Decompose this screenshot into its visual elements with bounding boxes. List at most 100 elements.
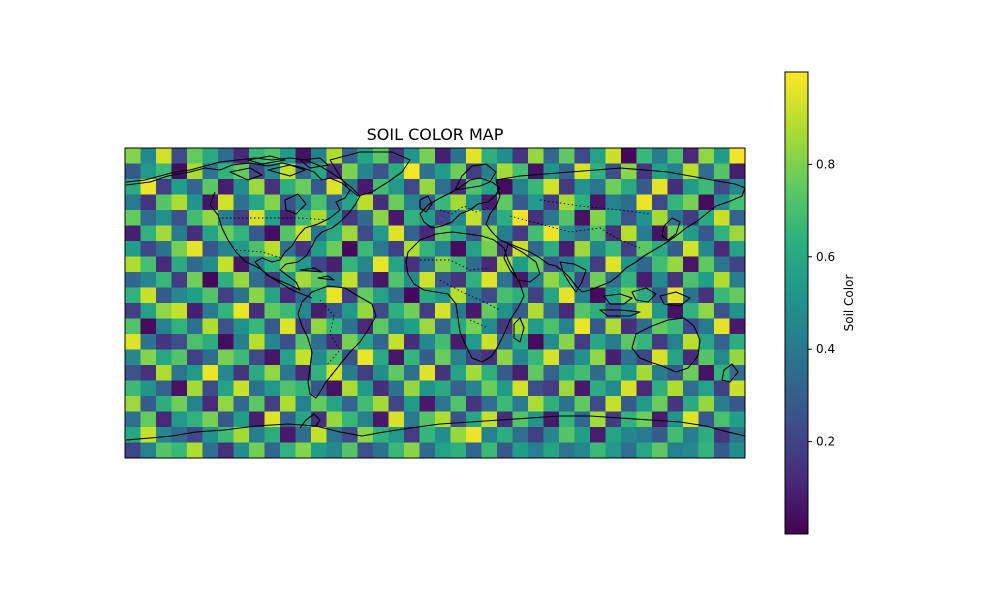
grid-cell (404, 427, 420, 443)
grid-cell (729, 241, 745, 257)
grid-cell (543, 241, 560, 257)
grid-cell (218, 380, 234, 397)
grid-cell (233, 256, 250, 273)
grid-cell (729, 303, 745, 319)
grid-cell (218, 349, 234, 366)
colorbar-tick-label: 0.2 (816, 435, 835, 449)
grid-cell (698, 225, 715, 242)
grid-cell (698, 210, 715, 226)
grid-cell (636, 287, 653, 304)
grid-cell (156, 194, 172, 211)
grid-cell (667, 303, 684, 319)
grid-cell (683, 241, 699, 257)
grid-cell (714, 303, 730, 319)
grid-cell (140, 163, 157, 180)
grid-cell (683, 334, 699, 350)
coastline-south-america (297, 285, 377, 399)
grid-cell (481, 365, 498, 381)
grid-cell (590, 194, 606, 211)
grid-cell (419, 380, 436, 397)
grid-cell (574, 287, 591, 304)
grid-cell (125, 272, 141, 288)
grid-cell (574, 427, 591, 443)
grid-cell (202, 256, 219, 273)
grid-cell (559, 442, 575, 458)
grid-cell (466, 365, 482, 381)
grid-cell (342, 334, 358, 350)
grid-cell (171, 225, 188, 242)
grid-cell (528, 411, 544, 428)
grid-cell (280, 318, 296, 335)
grid-cell (373, 241, 389, 257)
grid-cell (233, 303, 250, 319)
grid-cell (357, 179, 374, 195)
grid-cell (373, 287, 389, 304)
grid-cell (590, 210, 606, 226)
grid-cell (481, 380, 498, 397)
grid-cell (202, 225, 219, 242)
grid-cell (373, 349, 389, 366)
grid-cell (729, 411, 745, 428)
grid-cell (357, 225, 374, 242)
grid-cell (388, 380, 405, 397)
grid-cell (326, 225, 343, 242)
grid-cell (156, 318, 172, 335)
grid-cell (202, 303, 219, 319)
grid-cell (621, 427, 637, 443)
grid-cell (187, 241, 203, 257)
grid-cell (559, 303, 575, 319)
grid-cell (249, 241, 265, 257)
grid-cell (419, 256, 436, 273)
grid-cell (404, 241, 420, 257)
grid-cell (435, 411, 451, 428)
grid-cell (140, 365, 157, 381)
grid-cell (714, 411, 730, 428)
grid-cell (543, 334, 560, 350)
grid-cell (636, 396, 653, 412)
grid-cell (621, 210, 637, 226)
grid-cell (605, 442, 622, 458)
grid-cell (404, 411, 420, 428)
grid-cell (140, 396, 157, 412)
grid-cell (481, 427, 498, 443)
grid-cell (187, 396, 203, 412)
grid-cell (249, 442, 265, 458)
grid-cell (171, 256, 188, 273)
grid-cell (543, 272, 560, 288)
grid-cell (590, 287, 606, 304)
grid-cell (404, 396, 420, 412)
grid-cell (621, 318, 637, 335)
grid-cell (683, 148, 699, 164)
grid-cell (667, 349, 684, 366)
grid-cell (683, 225, 699, 242)
grid-cell (698, 148, 715, 164)
grid-cell (683, 303, 699, 319)
grid-cell (528, 194, 544, 211)
grid-cell (280, 334, 296, 350)
grid-cell (187, 148, 203, 164)
grid-cell (295, 427, 312, 443)
grid-cell (280, 287, 296, 304)
grid-cell (543, 442, 560, 458)
grid-cell (342, 148, 358, 164)
grid-cell (156, 225, 172, 242)
grid-cell (559, 287, 575, 304)
coastline-africa (405, 231, 525, 363)
grid-cell (574, 303, 591, 319)
grid-cell (559, 194, 575, 211)
grid-cell (326, 163, 343, 180)
grid-cell (404, 349, 420, 366)
map-title: SOIL COLOR MAP (367, 125, 504, 144)
grid-cell (171, 365, 188, 381)
grid-cell (528, 380, 544, 397)
grid-cell (698, 334, 715, 350)
grid-cell (543, 179, 560, 195)
grid-cell (140, 349, 157, 366)
grid-cell (295, 396, 312, 412)
grid-cell (264, 318, 281, 335)
grid-cell (559, 241, 575, 257)
grid-cell (605, 287, 622, 304)
grid-cell (729, 194, 745, 211)
grid-cell (187, 287, 203, 304)
